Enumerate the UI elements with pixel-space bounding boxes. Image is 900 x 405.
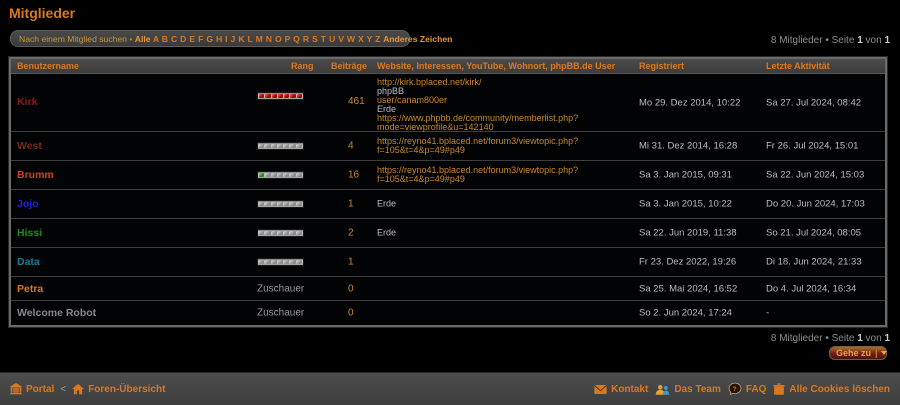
svg-text:?: ? bbox=[732, 386, 736, 393]
